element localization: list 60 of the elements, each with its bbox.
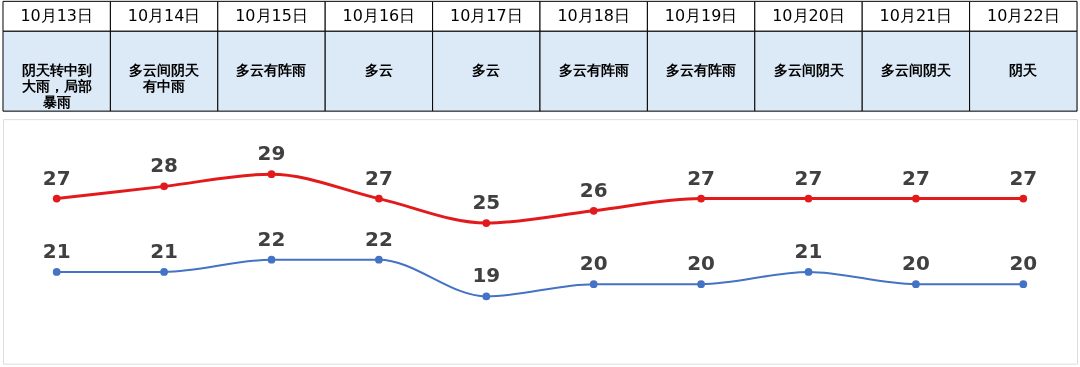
point bbox=[1019, 280, 1028, 289]
point bbox=[697, 280, 705, 289]
data-label: 21 bbox=[150, 238, 178, 263]
x-tick-label: 10月22日 bbox=[986, 6, 1060, 26]
point bbox=[267, 170, 276, 178]
text: 多云有阵雨 bbox=[236, 62, 307, 79]
data-label: 20 bbox=[902, 251, 930, 276]
text: 多云有阵雨 bbox=[558, 62, 629, 79]
point bbox=[52, 268, 61, 276]
point bbox=[1019, 194, 1028, 203]
point bbox=[912, 194, 920, 203]
data-label: 20 bbox=[579, 251, 608, 276]
point bbox=[804, 194, 813, 203]
point bbox=[375, 255, 383, 264]
point bbox=[482, 292, 491, 301]
x-tick-label: 10月14日 bbox=[127, 6, 201, 26]
data-label: 27 bbox=[365, 165, 393, 190]
data-label: 28 bbox=[150, 153, 178, 178]
data-label: 27 bbox=[902, 165, 930, 190]
text: 多云间阴天有中雨 bbox=[129, 62, 201, 95]
point bbox=[267, 255, 276, 264]
data-label: 27 bbox=[687, 165, 715, 190]
data-label: 22 bbox=[365, 226, 393, 251]
text: 多云间阴天 bbox=[773, 62, 845, 79]
point bbox=[482, 219, 491, 227]
point bbox=[912, 280, 920, 289]
point bbox=[52, 194, 61, 203]
data-label: 21 bbox=[42, 238, 71, 263]
point bbox=[160, 182, 168, 191]
text: 多云 bbox=[472, 62, 501, 79]
point bbox=[697, 194, 705, 203]
point bbox=[160, 268, 168, 276]
text: 阴天 bbox=[1009, 62, 1039, 79]
data-label: 27 bbox=[1009, 165, 1038, 190]
data-label: 25 bbox=[472, 190, 501, 215]
point bbox=[589, 206, 598, 215]
point bbox=[804, 268, 813, 276]
point bbox=[589, 280, 598, 289]
text: 多云间阴天 bbox=[880, 62, 952, 79]
x-tick-label: 10月21日 bbox=[879, 6, 953, 26]
x-tick-label: 10月16日 bbox=[342, 6, 416, 26]
data-label: 22 bbox=[257, 226, 286, 251]
point bbox=[375, 194, 383, 203]
x-tick-label: 10月13日 bbox=[20, 6, 94, 26]
x-tick-label: 10月15日 bbox=[235, 6, 308, 26]
data-label: 27 bbox=[42, 165, 71, 190]
data-label: 27 bbox=[794, 165, 823, 190]
data-label: 21 bbox=[794, 238, 823, 263]
text: 阴天转中到大雨，局部暴雨 bbox=[21, 62, 92, 111]
x-tick-label: 10月18日 bbox=[557, 6, 631, 26]
text: 多云有阵雨 bbox=[666, 62, 737, 79]
data-label: 29 bbox=[257, 141, 286, 166]
data-label: 20 bbox=[687, 251, 715, 276]
data-label: 20 bbox=[1009, 251, 1038, 276]
data-label: 26 bbox=[579, 177, 608, 202]
data-label: 19 bbox=[472, 263, 501, 288]
text: 多云 bbox=[364, 62, 393, 79]
x-tick-label: 10月20日 bbox=[772, 6, 845, 26]
x-tick-label: 10月17日 bbox=[449, 6, 523, 26]
x-tick-label: 10月19日 bbox=[664, 6, 738, 26]
